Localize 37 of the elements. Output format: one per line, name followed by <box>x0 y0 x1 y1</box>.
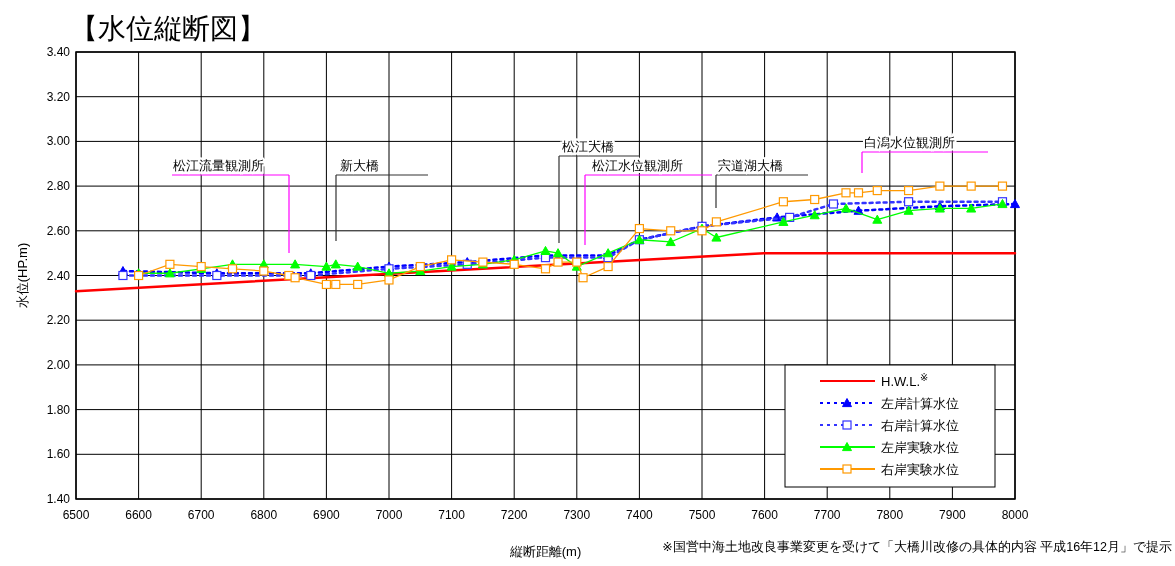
y-tick-label: 3.40 <box>46 45 71 59</box>
legend-label: 右岸実験水位 <box>881 462 959 477</box>
x-tick-label: 7900 <box>939 508 967 522</box>
x-tick-label: 7200 <box>500 508 528 522</box>
y-tick-label: 1.60 <box>46 447 71 462</box>
y-tick-label: 3.00 <box>46 134 71 149</box>
x-tick-label: 7300 <box>563 508 591 522</box>
x-axis-title: 縦断距離(m) <box>508 544 582 559</box>
x-tick-label: 7100 <box>438 508 466 522</box>
legend-label: 左岸実験水位 <box>881 440 959 455</box>
x-tick-label: 6500 <box>62 508 90 522</box>
x-tick-label: 7500 <box>688 508 716 522</box>
legend-label: H.W.L.$^{※}$ <box>881 371 929 389</box>
y-tick-label: 1.40 <box>46 492 71 506</box>
annotation: 新大橋 <box>340 158 379 173</box>
y-tick-label: 2.40 <box>46 268 71 283</box>
x-tick-label: 6600 <box>125 508 153 522</box>
x-tick-label: 8000 <box>1001 508 1029 522</box>
x-tick-label: 7800 <box>876 508 904 522</box>
x-tick-label: 6800 <box>250 508 278 522</box>
y-tick-label: 3.20 <box>46 89 71 104</box>
x-tick-label: 7000 <box>375 508 403 522</box>
y-tick-label: 2.80 <box>46 179 71 194</box>
x-tick-label: 7700 <box>813 508 841 522</box>
y-tick-label: 2.00 <box>46 357 71 372</box>
legend-label: 右岸計算水位 <box>881 418 959 433</box>
y-tick-label: 2.20 <box>46 313 71 328</box>
x-tick-label: 7600 <box>751 508 779 522</box>
chart-title: 【水位縦断図】 <box>70 13 266 44</box>
x-tick-label: 6700 <box>187 508 215 522</box>
x-tick-label: 7400 <box>626 508 654 522</box>
y-tick-label: 1.80 <box>46 402 71 417</box>
y-axis-title: 水位(HP.m) <box>15 242 30 309</box>
text: ※国営中海土地改良事業変更を受けて「大橋川改修の具体的内容 平成16年12月」で提示 <box>662 539 1172 554</box>
legend-label: 左岸計算水位 <box>881 396 959 411</box>
x-tick-label: 6900 <box>313 508 341 522</box>
y-tick-label: 2.60 <box>46 223 71 238</box>
